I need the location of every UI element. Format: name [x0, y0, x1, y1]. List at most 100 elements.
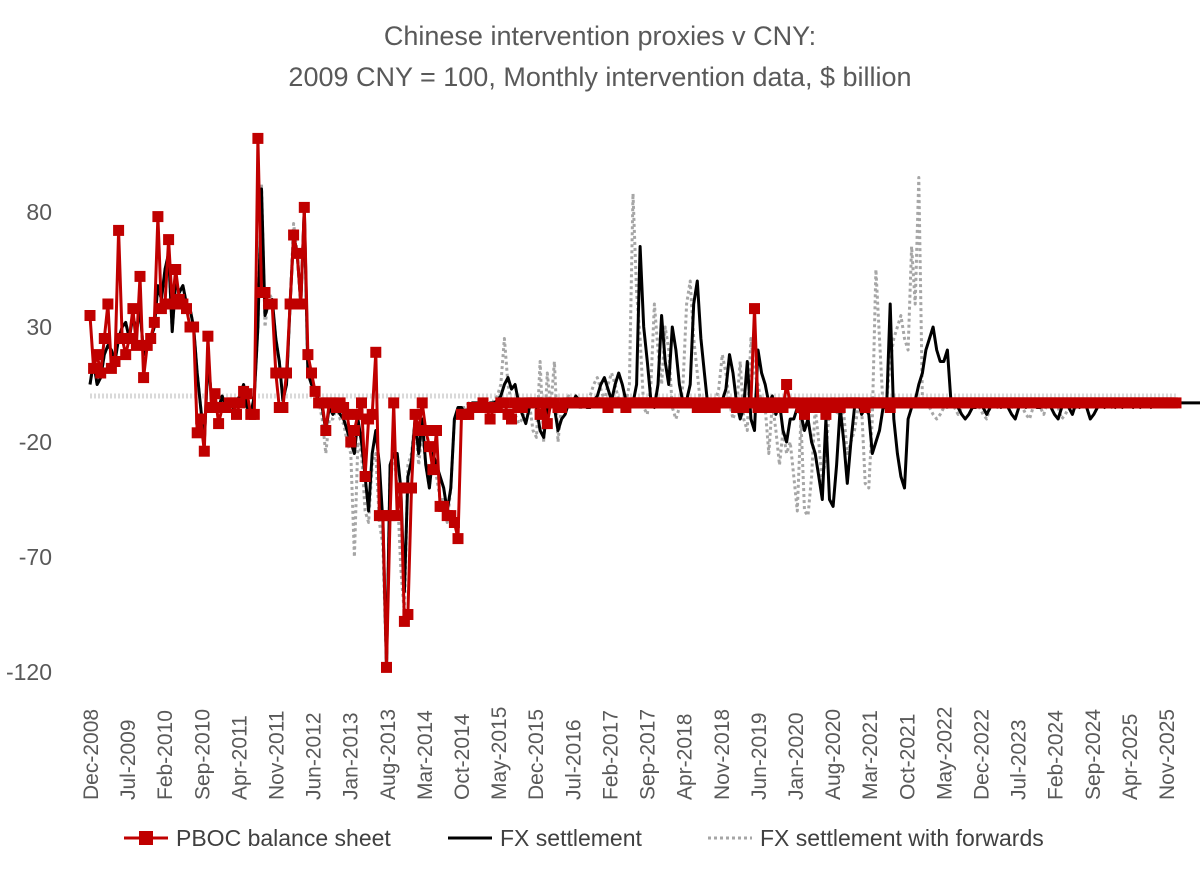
x-tick-label: Jul-2009	[117, 719, 140, 800]
legend: PBOC balance sheet FX settlement FX sett…	[124, 825, 1044, 851]
pboc-point-marker	[291, 247, 303, 259]
y-tick-label: -120	[6, 659, 52, 685]
x-tick-label: Mar-2014	[414, 710, 437, 800]
x-tick-label: Nov-2018	[711, 709, 734, 800]
x-tick-label: Apr-2018	[674, 714, 697, 800]
pboc-point-marker	[345, 436, 357, 448]
chart-subtitle: 2009 CNY = 100, Monthly intervention dat…	[288, 62, 911, 92]
legend-item-fx: FX settlement	[448, 825, 642, 851]
pboc-point-marker	[445, 510, 457, 522]
pboc-point-marker	[531, 397, 542, 409]
pboc-point-marker	[799, 408, 810, 420]
series-line-fx-forwards	[88, 176, 1176, 669]
pboc-point-marker	[316, 397, 328, 409]
pboc-point-marker	[109, 356, 121, 367]
x-tick-label: Dec-2008	[80, 709, 103, 800]
pboc-point-marker	[123, 333, 135, 344]
pboc-point-marker	[777, 402, 789, 413]
pboc-point-marker	[338, 402, 350, 413]
pboc-point-marker	[413, 425, 425, 436]
pboc-point-marker	[120, 349, 132, 361]
pboc-point-marker	[438, 500, 450, 512]
pboc-point-marker	[370, 346, 382, 358]
pboc-point-marker	[227, 397, 239, 409]
x-tick-label: Mar-2021	[859, 710, 882, 800]
pboc-point-marker	[320, 425, 332, 436]
pboc-point-marker	[391, 510, 403, 522]
x-tick-label: Jan-2020	[785, 712, 808, 800]
pboc-point-marker	[206, 402, 217, 413]
pboc-point-marker	[749, 303, 760, 315]
pboc-point-marker	[398, 615, 410, 627]
pboc-point-marker	[348, 425, 360, 436]
pboc-point-marker	[427, 464, 439, 476]
pboc-point-marker	[402, 609, 414, 620]
pboc-point-marker	[448, 517, 460, 528]
pboc-point-marker	[295, 298, 307, 310]
x-tick-label: Dec-2022	[970, 709, 993, 800]
pboc-point-marker	[181, 303, 192, 315]
pboc-point-marker	[166, 298, 178, 310]
pboc-point-marker	[820, 408, 832, 420]
pboc-point-marker	[498, 397, 510, 409]
pboc-point-marker	[152, 211, 164, 223]
pboc-point-marker	[102, 298, 114, 310]
pboc-point-marker	[816, 402, 828, 413]
pboc-point-marker	[113, 224, 125, 236]
x-tick-label: May-2015	[488, 707, 511, 800]
pboc-point-marker	[306, 367, 317, 379]
pboc-point-marker	[134, 270, 146, 282]
pboc-point-marker	[145, 333, 157, 344]
x-tick-label: Nov-2025	[1156, 709, 1179, 800]
y-tick-label: 80	[26, 199, 52, 225]
chart-title: Chinese intervention proxies v CNY:	[384, 21, 816, 51]
pboc-point-marker	[266, 298, 278, 310]
pboc-point-marker	[781, 379, 793, 390]
pboc-point-marker	[105, 362, 117, 374]
legend-label-pboc: PBOC balance sheet	[176, 825, 391, 851]
pboc-point-marker	[252, 132, 264, 144]
pboc-point-marker	[98, 333, 110, 344]
pboc-point-marker	[138, 372, 150, 384]
pboc-point-marker	[302, 349, 314, 361]
legend-label-fx: FX settlement	[500, 825, 642, 851]
pboc-point-marker	[231, 408, 242, 420]
x-tick-label: Oct-2021	[896, 714, 919, 800]
series-pboc-balance-sheet	[84, 132, 1182, 673]
x-tick-label: Jan-2013	[340, 712, 363, 800]
pboc-point-marker	[409, 408, 421, 420]
x-tick-label: Dec-2015	[525, 709, 548, 800]
pboc-point-marker	[423, 441, 435, 453]
pboc-point-marker	[241, 388, 253, 400]
y-tick-label: 30	[26, 314, 52, 340]
x-tick-label: Aug-2020	[822, 709, 845, 800]
x-tick-label: Sep-2010	[191, 709, 214, 800]
x-tick-label: Sep-2017	[637, 709, 660, 800]
pboc-point-marker	[534, 408, 546, 420]
pboc-point-marker	[84, 310, 96, 321]
pboc-point-marker	[309, 385, 321, 397]
pboc-point-marker	[388, 397, 400, 409]
pboc-point-marker	[130, 339, 142, 351]
legend-swatch-pboc-marker	[139, 831, 153, 845]
pboc-point-marker	[277, 402, 289, 413]
x-tick-label: Jun-2019	[748, 712, 771, 800]
pboc-point-marker	[359, 471, 371, 482]
pboc-point-marker	[795, 402, 807, 413]
pboc-point-marker	[538, 397, 550, 409]
pboc-point-marker	[209, 388, 221, 400]
pboc-point-marker	[202, 330, 214, 342]
pboc-point-marker	[341, 408, 353, 420]
pboc-point-marker	[248, 408, 260, 420]
pboc-point-marker	[420, 425, 432, 436]
pboc-point-marker	[484, 413, 496, 425]
pboc-point-marker	[381, 661, 392, 673]
y-tick-label: -70	[19, 544, 52, 570]
pboc-point-marker	[163, 234, 175, 246]
x-tick-label: Apr-2011	[228, 715, 251, 800]
pboc-point-marker	[188, 321, 200, 333]
pboc-point-marker	[356, 397, 367, 409]
x-tick-label: Jul-2023	[1008, 719, 1031, 800]
pboc-point-marker	[377, 510, 389, 522]
